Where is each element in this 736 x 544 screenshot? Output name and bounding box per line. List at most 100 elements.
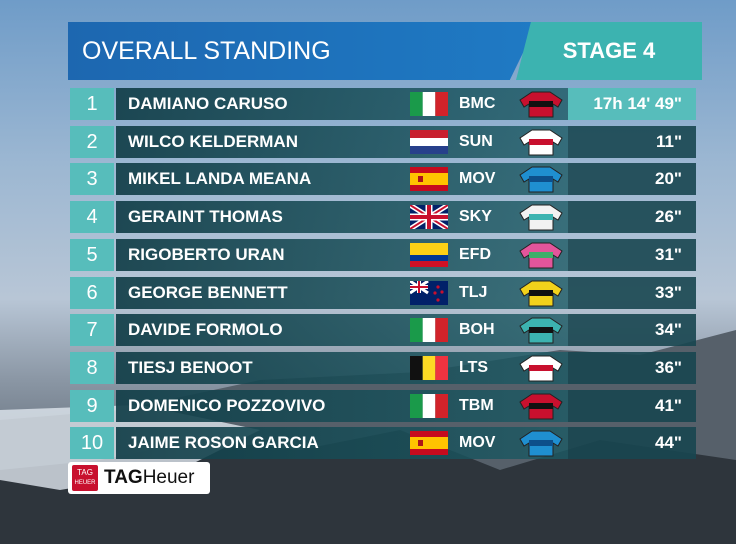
row-bar	[116, 389, 568, 422]
row-bar	[116, 201, 568, 234]
team-code: SKY	[459, 208, 492, 226]
flag	[410, 167, 448, 192]
row-bar	[116, 276, 568, 309]
team-code: TLJ	[459, 283, 488, 301]
team-code: SUN	[459, 132, 493, 150]
team-code: MOV	[459, 170, 496, 188]
team-jersey	[518, 90, 564, 118]
rank: 5	[70, 238, 114, 271]
rider-name: DOMENICO POZZOVIVO	[128, 395, 326, 415]
jersey-image	[519, 204, 563, 231]
flag-image	[410, 318, 448, 343]
flag	[408, 202, 450, 232]
rider-name: DAVIDE FORMOLO	[128, 320, 283, 340]
rank: 2	[70, 125, 114, 158]
rank: 4	[70, 201, 114, 234]
badge-text: TAG	[77, 468, 93, 477]
rank: 8	[70, 351, 114, 384]
team-code: TBM	[459, 396, 494, 414]
rank: 10	[70, 427, 114, 460]
team-jersey	[518, 241, 564, 269]
flag-image	[410, 393, 448, 418]
jersey-image	[519, 430, 563, 457]
team-jersey	[518, 392, 564, 420]
sponsor-badge: TAG HEUER	[72, 465, 98, 491]
team-jersey	[518, 429, 564, 457]
gap-time: 17h 14' 49"	[568, 88, 696, 120]
row-bar	[116, 314, 568, 347]
jersey-image	[519, 355, 563, 382]
flag	[409, 279, 448, 305]
rank: 1	[70, 88, 114, 120]
brand: Heuer	[142, 467, 195, 488]
jersey-image	[519, 242, 563, 269]
flag-image	[410, 355, 448, 380]
flag-image	[410, 431, 448, 456]
rider-name: MIKEL LANDA MEANA	[128, 169, 312, 189]
flag	[410, 431, 448, 456]
jersey-image	[519, 280, 563, 306]
flag-image	[408, 202, 450, 232]
team-code: LTS	[459, 358, 489, 376]
gap-time: 33"	[568, 276, 696, 309]
rank: 7	[70, 314, 114, 347]
rider-name: WILCO KELDERMAN	[128, 131, 298, 151]
rank: 3	[70, 163, 114, 196]
flag-image	[410, 129, 448, 154]
gap-time: 41"	[568, 389, 696, 422]
badge-sub: HEUER	[74, 480, 96, 486]
team-code: BMC	[459, 95, 496, 112]
flag	[410, 129, 448, 154]
rider-name: TIESJ BENOOT	[128, 357, 253, 377]
row-bar	[116, 125, 568, 158]
flag	[410, 318, 448, 343]
jersey-image	[519, 129, 563, 156]
flag	[410, 92, 448, 116]
flag	[410, 393, 448, 418]
rider-name: RIGOBERTO URAN	[128, 244, 285, 264]
title: OVERALL STANDING	[68, 22, 538, 80]
flag	[410, 242, 448, 267]
rider-name: JAIME ROSON GARCIA	[128, 433, 319, 453]
row-bar	[116, 427, 568, 460]
brand-bold: TAG	[104, 467, 143, 488]
row-bar	[116, 163, 568, 196]
rider-name: GEORGE BENNETT	[128, 282, 288, 302]
team-jersey	[518, 316, 564, 344]
gap-time: 20"	[568, 163, 696, 196]
sponsor-logo: TAG HEUER TAGHeuer	[68, 462, 210, 494]
team-jersey	[518, 203, 564, 231]
team-jersey	[518, 165, 564, 193]
team-code: BOH	[459, 321, 495, 339]
jersey-image	[519, 91, 563, 118]
flag	[410, 355, 448, 380]
rider-name: GERAINT THOMAS	[128, 207, 283, 227]
team-jersey	[518, 279, 564, 307]
jersey-image	[519, 166, 563, 193]
sponsor-name: TAGHeuer	[104, 462, 194, 494]
rider-name: DAMIANO CARUSO	[128, 94, 288, 113]
team-code: MOV	[459, 434, 496, 452]
rank: 6	[70, 276, 114, 309]
gap-time: 36"	[568, 351, 696, 384]
stage-label: STAGE 4	[516, 22, 702, 80]
team-jersey	[518, 128, 564, 156]
flag-image	[410, 242, 448, 267]
jersey-image	[519, 393, 563, 420]
rank: 9	[70, 389, 114, 422]
row-bar	[116, 238, 568, 271]
flag-image	[410, 92, 448, 116]
gap-time: 44"	[568, 427, 696, 460]
flag-image	[410, 167, 448, 192]
row-bar	[116, 351, 568, 384]
gap-time: 31"	[568, 238, 696, 271]
team-jersey	[518, 354, 564, 382]
team-code: EFD	[459, 245, 491, 263]
flag-image	[409, 279, 448, 305]
gap-time: 34"	[568, 314, 696, 347]
gap-time: 11"	[568, 125, 696, 158]
row-bar	[116, 88, 568, 120]
gap-time: 26"	[568, 201, 696, 234]
jersey-image	[519, 317, 563, 344]
